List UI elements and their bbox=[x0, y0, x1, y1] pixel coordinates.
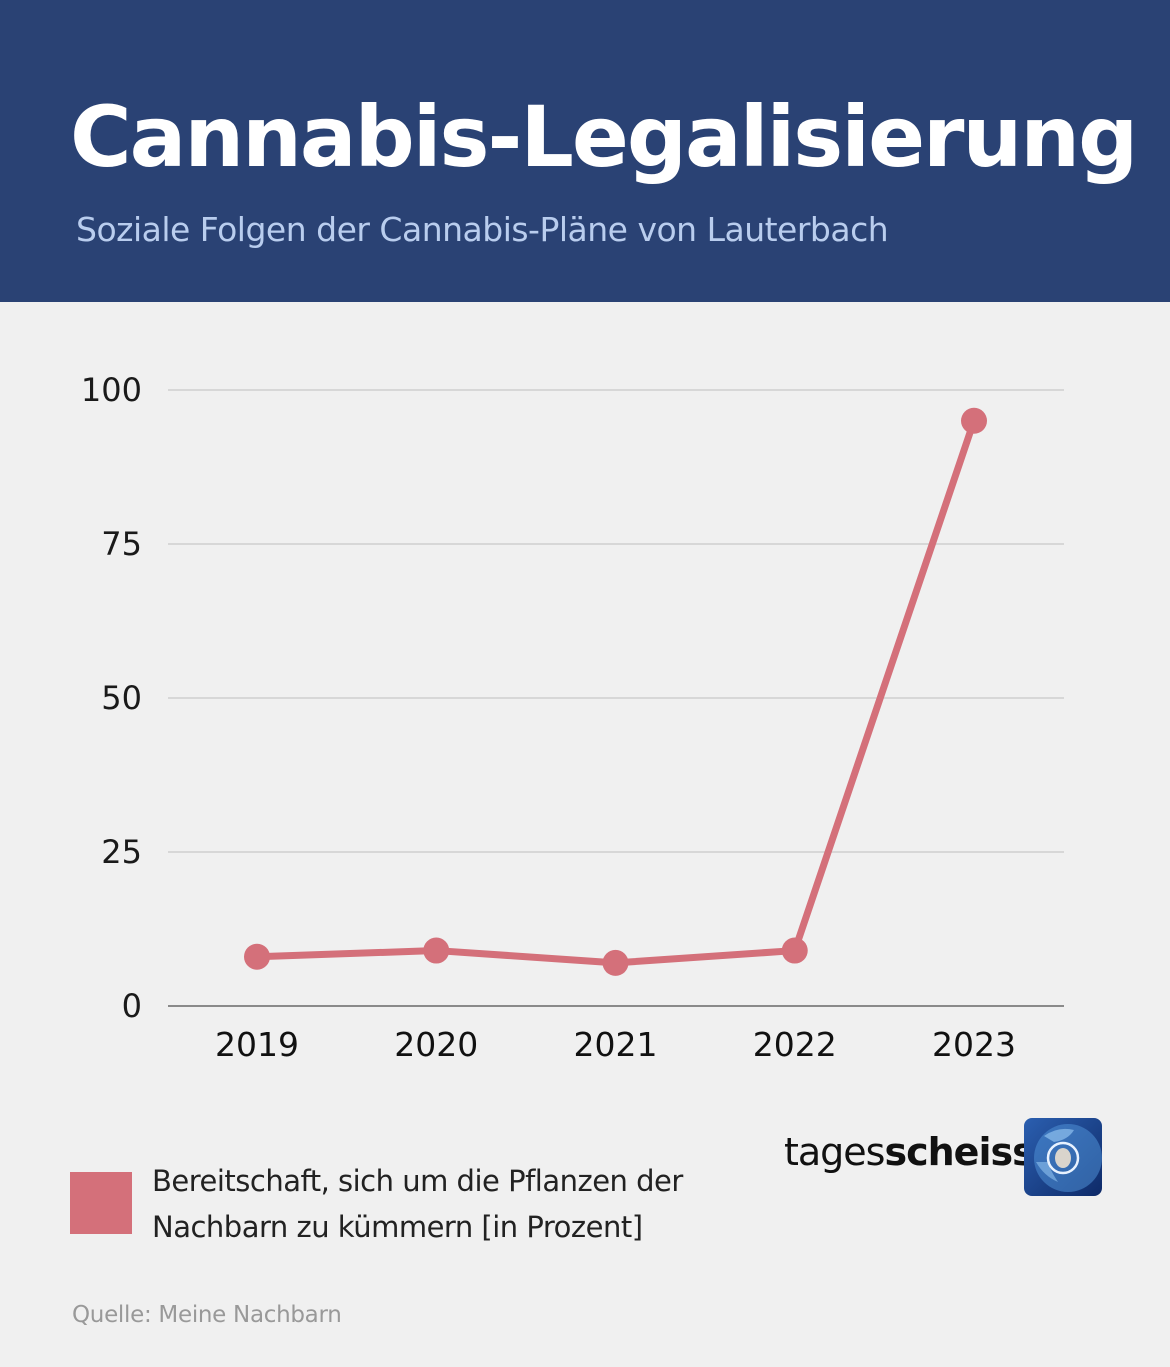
x-tick-label: 2020 bbox=[394, 1025, 478, 1064]
x-axis-ticks: 2019 2020 2021 2022 2023 bbox=[215, 1025, 1016, 1064]
gridlines bbox=[168, 389, 1064, 1007]
legend-swatch bbox=[70, 1172, 132, 1234]
data-point-2023 bbox=[961, 407, 987, 434]
x-tick-label: 2019 bbox=[215, 1025, 299, 1064]
y-tick-label: 0 bbox=[122, 987, 142, 1025]
header-banner: Cannabis-Legalisierung Soziale Folgen de… bbox=[0, 0, 1170, 302]
y-tick-label: 75 bbox=[101, 525, 142, 563]
data-point-2020 bbox=[423, 937, 450, 964]
globe-face-logo-icon bbox=[1024, 1118, 1102, 1196]
y-tick-label: 50 bbox=[101, 679, 142, 717]
data-point-2022 bbox=[781, 937, 808, 964]
line-chart: 0 25 50 75 100 2019 2020 2021 2022 2023 bbox=[81, 371, 1064, 1064]
data-point-2019 bbox=[244, 943, 270, 970]
y-axis-ticks: 0 25 50 75 100 bbox=[81, 371, 142, 1025]
source-note: Quelle: Meine Nachbarn bbox=[72, 1302, 342, 1328]
series-line bbox=[253, 417, 978, 967]
series-group bbox=[244, 407, 987, 976]
data-point-2021 bbox=[602, 949, 629, 976]
chart-title: Cannabis-Legalisierung bbox=[70, 88, 1138, 186]
chart-subtitle: Soziale Folgen der Cannabis-Pläne von La… bbox=[76, 210, 889, 249]
y-tick-label: 25 bbox=[101, 833, 142, 871]
y-tick-label: 100 bbox=[81, 371, 142, 409]
x-tick-label: 2022 bbox=[753, 1025, 837, 1064]
brand-bold: scheiss bbox=[884, 1130, 1034, 1174]
legend-label: Bereitschaft, sich um die Pflanzen der N… bbox=[152, 1164, 683, 1244]
x-tick-label: 2023 bbox=[932, 1025, 1016, 1064]
brand-wordmark: tagesscheiss bbox=[784, 1130, 1035, 1174]
brand-light: tages bbox=[784, 1130, 885, 1174]
x-tick-label: 2021 bbox=[574, 1025, 658, 1064]
